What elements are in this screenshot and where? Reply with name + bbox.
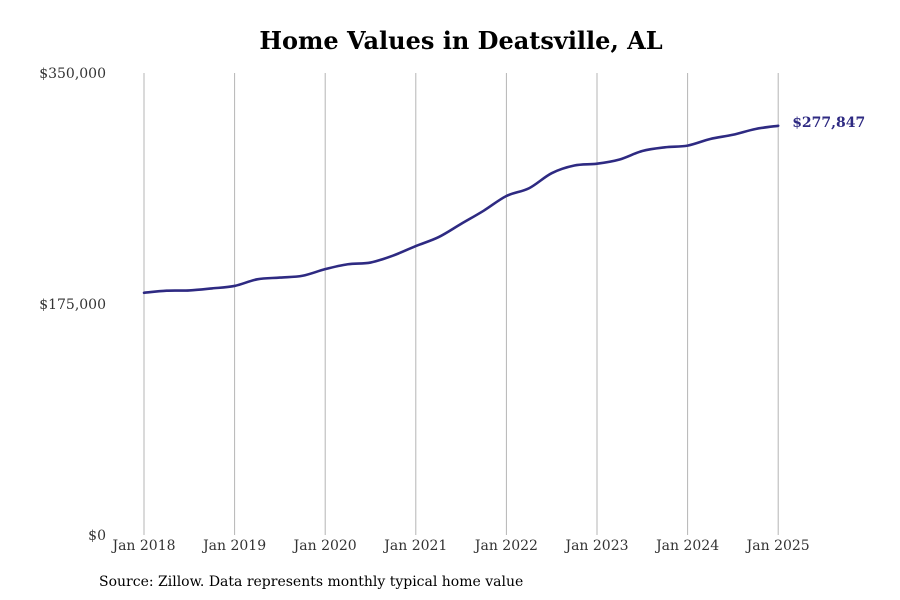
source-note: Source: Zillow. Data represents monthly …	[99, 574, 524, 590]
series-group	[142, 124, 780, 295]
x-tick-label: Jan 2023	[563, 538, 628, 554]
y-axis-ticks: $0 $175,000 $350,000	[39, 66, 106, 544]
y-tick-label: $175,000	[39, 297, 106, 313]
x-tick-label: Jan 2024	[654, 538, 719, 554]
x-tick-label: Jan 2022	[473, 538, 538, 554]
x-tick-label: Jan 2020	[292, 538, 357, 554]
gridlines	[143, 73, 779, 535]
y-tick-label: $0	[88, 528, 106, 544]
x-tick-label: Jan 2018	[110, 538, 175, 554]
series-line	[142, 124, 780, 295]
x-axis-ticks: Jan 2018 Jan 2019 Jan 2020 Jan 2021 Jan 2022…	[110, 538, 809, 554]
data-labels: $277,847	[792, 115, 865, 131]
x-tick-label: Jan 2021	[382, 538, 447, 554]
x-tick-label: Jan 2025	[745, 538, 810, 554]
x-tick-label: Jan 2019	[201, 538, 266, 554]
y-tick-label: $350,000	[39, 66, 106, 82]
end-value-label: $277,847	[792, 115, 865, 131]
chart-title: Home Values in Deatsville, AL	[259, 26, 663, 55]
